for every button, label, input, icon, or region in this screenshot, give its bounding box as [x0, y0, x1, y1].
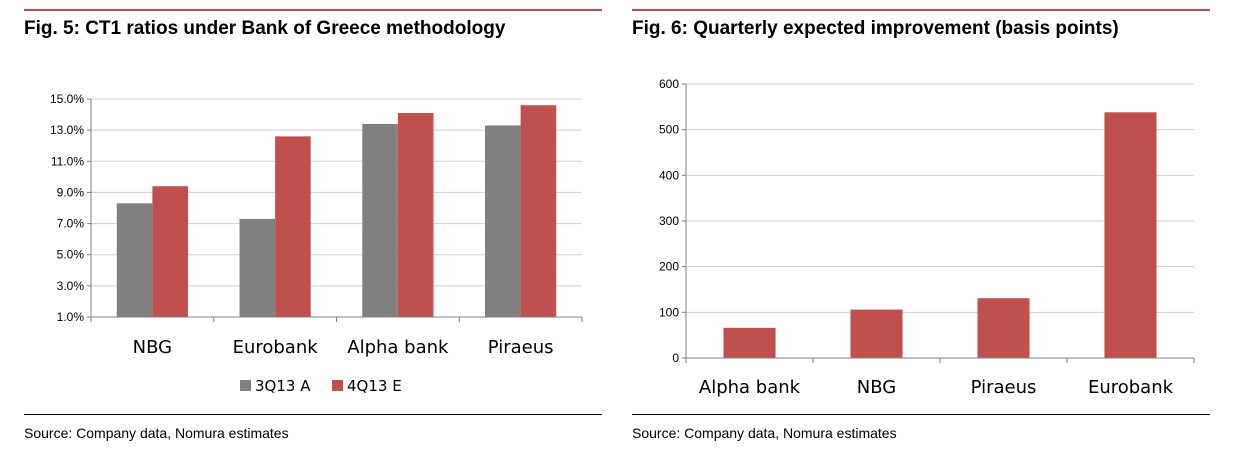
bottom-rule: [24, 414, 602, 415]
bar-alpha-bank-3q13-a: [362, 123, 398, 317]
y-tick-label: 3.0%: [57, 279, 85, 293]
x-category-label: NBG: [133, 337, 172, 358]
legend-label: 3Q13 A: [255, 377, 311, 395]
bar-eurobank-4q13-e: [275, 136, 311, 317]
bar-eurobank-3q13-a: [239, 218, 276, 317]
legend-swatch: [332, 380, 343, 391]
figure-5-panel: Fig. 5: CT1 ratios under Bank of Greece …: [24, 0, 602, 475]
bar-nbg-3q13-a: [116, 203, 153, 317]
chart-title: Fig. 5: CT1 ratios under Bank of Greece …: [24, 18, 506, 39]
y-tick-label: 9.0%: [57, 185, 85, 199]
bar-piraeus-4q13-e: [520, 105, 557, 317]
bar-piraeus-3q13-a: [485, 125, 521, 317]
y-tick-label: 15.0%: [50, 92, 84, 106]
x-category-label: Piraeus: [971, 377, 1037, 398]
y-tick-label: 600: [659, 77, 679, 91]
bar-nbg-4q13-e: [152, 186, 188, 317]
x-category-label: Piraeus: [488, 337, 554, 358]
y-tick-label: 1.0%: [57, 310, 85, 324]
y-tick-label: 13.0%: [50, 123, 84, 137]
y-tick-label: 400: [659, 168, 679, 182]
bar-eurobank-quarterly-expected-improvement: [1104, 112, 1157, 359]
legend-swatch: [240, 380, 251, 391]
y-tick-label: 200: [659, 260, 679, 274]
x-category-label: Eurobank: [1088, 377, 1174, 398]
y-tick-label: 0: [672, 351, 679, 365]
chart-title: Fig. 6: Quarterly expected improvement (…: [632, 18, 1119, 39]
chart-5-canvas: 1.0% 3.0% 5.0% 7.0% 9.0% 11.0% 13.0% 15.0% NBG Eu…: [50, 92, 583, 395]
x-category-label: Alpha bank: [347, 337, 449, 358]
y-tick-label: 100: [659, 305, 679, 319]
y-tick-label: 11.0%: [51, 154, 84, 168]
source-note: Source: Company data, Nomura estimates: [24, 425, 289, 441]
bar-alpha-bank-quarterly-expected-improvement: [723, 327, 776, 358]
bar-alpha-bank-4q13-e: [397, 113, 434, 317]
bottom-rule: [632, 414, 1210, 415]
top-rule: [24, 9, 602, 11]
source-note: Source: Company data, Nomura estimates: [632, 425, 897, 441]
y-tick-label: 7.0%: [57, 217, 85, 231]
bar-piraeus-quarterly-expected-improvement: [977, 298, 1030, 358]
figure-6-panel: Fig. 6: Quarterly expected improvement (…: [632, 0, 1210, 475]
x-category-label: Alpha bank: [699, 377, 801, 398]
y-tick-label: 500: [659, 123, 679, 137]
x-category-label: Eurobank: [233, 337, 319, 358]
bar-nbg-quarterly-expected-improvement: [850, 309, 903, 358]
x-category-label: NBG: [857, 377, 896, 398]
legend-label: 4Q13 E: [347, 377, 402, 395]
y-tick-label: 300: [659, 214, 679, 228]
top-rule: [632, 9, 1210, 11]
y-tick-label: 5.0%: [57, 248, 85, 262]
chart-6-canvas: 0 100 200 300 400 500 600 Alpha bank NBG Piraeus E…: [659, 77, 1195, 398]
